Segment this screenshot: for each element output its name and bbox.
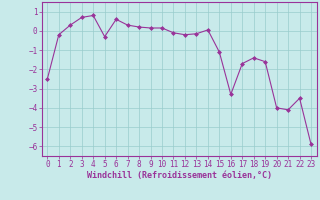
X-axis label: Windchill (Refroidissement éolien,°C): Windchill (Refroidissement éolien,°C) [87, 171, 272, 180]
